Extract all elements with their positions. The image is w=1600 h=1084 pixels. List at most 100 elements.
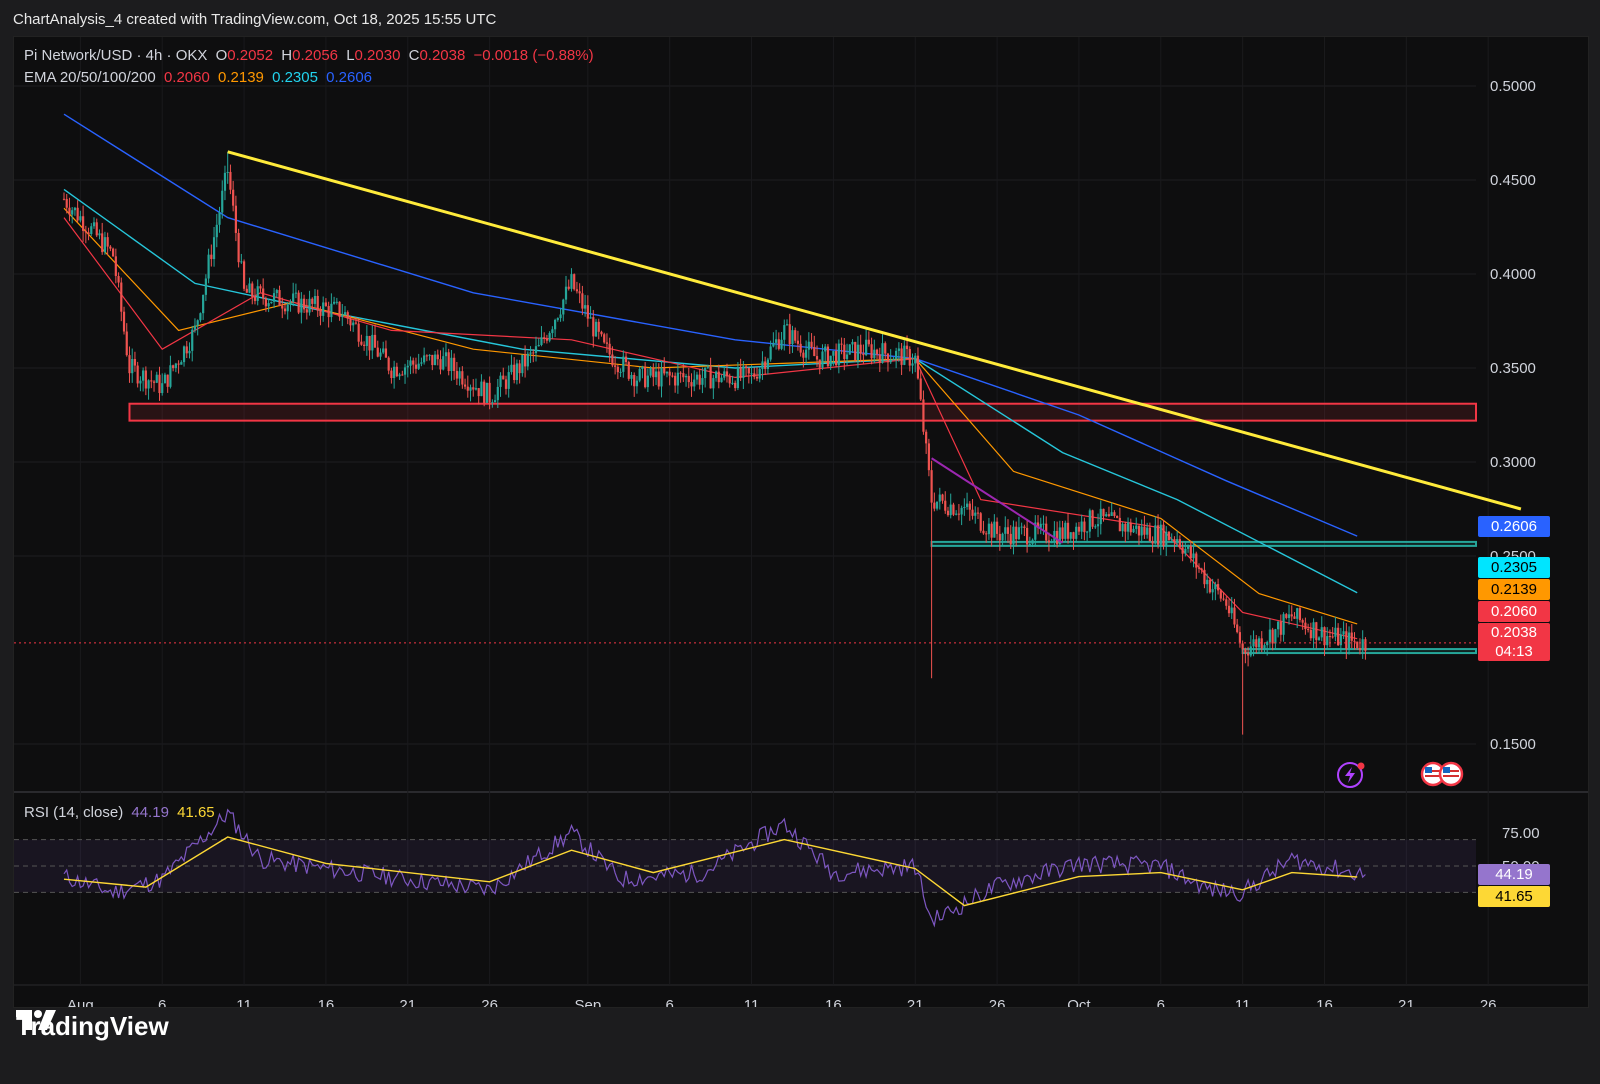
candle-body <box>758 369 761 379</box>
candle-body <box>1271 629 1274 644</box>
candle-body <box>1342 631 1345 635</box>
minor-trendline <box>931 457 1064 544</box>
candle-body <box>878 354 881 363</box>
candle-body <box>603 334 606 343</box>
candle-body <box>483 381 486 403</box>
candle-body <box>556 318 559 320</box>
candle-body <box>791 330 794 345</box>
candle-body <box>335 301 338 303</box>
candle-body <box>1118 517 1121 532</box>
candle-body <box>1075 526 1078 539</box>
candle-body <box>922 399 925 432</box>
candle-body <box>772 342 775 347</box>
candle-body <box>925 431 928 444</box>
time-tick-label: 21 <box>907 997 924 1007</box>
candle-body <box>253 296 257 301</box>
candle-body <box>837 343 840 366</box>
economic-events-flag-icon[interactable] <box>1420 761 1466 789</box>
chart-panel[interactable]: 0.50000.45000.40000.35000.30000.25000.15… <box>13 36 1589 1008</box>
candle-body <box>485 382 488 403</box>
candle-body <box>927 443 930 471</box>
candle-body <box>998 533 1001 541</box>
candle-body <box>357 323 360 342</box>
candle-body <box>693 379 696 387</box>
candle-body <box>807 341 810 350</box>
candle-body <box>665 371 669 374</box>
candle-body <box>1263 645 1266 649</box>
candle-body <box>469 387 472 391</box>
candle-body <box>1066 522 1070 539</box>
candle-body <box>1088 510 1091 532</box>
candle-body <box>1124 523 1127 532</box>
candle-body <box>210 254 213 260</box>
candle-body <box>856 344 860 361</box>
candle-body <box>1009 533 1012 545</box>
candle-body <box>911 363 914 366</box>
candle-body <box>360 341 363 345</box>
candle-body <box>212 237 216 260</box>
rsi-line <box>63 808 1366 928</box>
candle-body <box>624 356 628 363</box>
candle-body <box>635 380 639 387</box>
candle-body <box>575 289 579 292</box>
candle-body <box>390 370 393 378</box>
candle-body <box>952 504 955 515</box>
candle-body <box>62 198 66 200</box>
time-tick-label: 6 <box>1157 997 1165 1007</box>
candle-body <box>365 335 368 346</box>
bar-countdown-tag: 04:13 <box>1478 642 1550 661</box>
candle-body <box>805 349 808 358</box>
candle-body <box>92 222 96 227</box>
candle-body <box>608 343 611 355</box>
candle-body <box>480 381 483 397</box>
ema20-value: 0.2060 <box>163 69 210 86</box>
candle-body <box>1206 579 1209 585</box>
candle-body <box>1023 526 1026 528</box>
candle-body <box>308 298 311 313</box>
candle-body <box>1026 527 1029 545</box>
candle-body <box>523 354 527 367</box>
candle-body <box>87 232 90 235</box>
candle-body <box>586 305 589 319</box>
candle-body <box>1274 629 1277 644</box>
candle-body <box>537 344 540 347</box>
time-tick-label: 11 <box>744 997 760 1007</box>
candle-body <box>204 278 207 295</box>
candle-body <box>1094 526 1097 528</box>
candle-body <box>1173 539 1176 542</box>
candle-body <box>712 378 715 389</box>
candle-body <box>1307 629 1310 631</box>
candle-body <box>79 216 82 221</box>
candle-body <box>1176 539 1179 542</box>
ema200-value: 0.2606 <box>326 69 373 86</box>
candle-body <box>1110 512 1113 516</box>
candle-body <box>1252 639 1255 647</box>
candle-body <box>177 363 180 365</box>
candle-body <box>193 325 197 330</box>
rsi-label: RSI (14, close) <box>24 804 124 821</box>
candle-body <box>540 337 543 345</box>
candle-body <box>289 301 292 305</box>
candle-body <box>695 374 699 380</box>
candle-body <box>747 368 750 374</box>
candle-body <box>851 341 854 345</box>
candle-body <box>897 348 900 351</box>
candle-body <box>270 301 273 304</box>
rsi-ma-value: 41.65 <box>177 804 215 821</box>
time-tick-label: 16 <box>1316 997 1333 1007</box>
candle-body <box>1350 632 1353 641</box>
candle-body <box>619 371 622 373</box>
candle-body <box>1015 526 1018 540</box>
candle-body <box>1317 637 1321 641</box>
candle-body <box>330 303 333 318</box>
candle-body <box>1162 524 1165 547</box>
candle-body <box>654 371 658 378</box>
candle-body <box>720 377 723 383</box>
candle-body <box>1293 616 1296 619</box>
ema100-price-tag: 0.2305 <box>1478 557 1550 578</box>
chart-canvas[interactable]: 0.50000.45000.40000.35000.30000.25000.15… <box>14 37 1588 1007</box>
candle-body <box>881 343 884 363</box>
candle-body <box>649 367 652 376</box>
candle-body <box>788 324 791 345</box>
alert-lightning-icon[interactable] <box>1336 761 1368 793</box>
